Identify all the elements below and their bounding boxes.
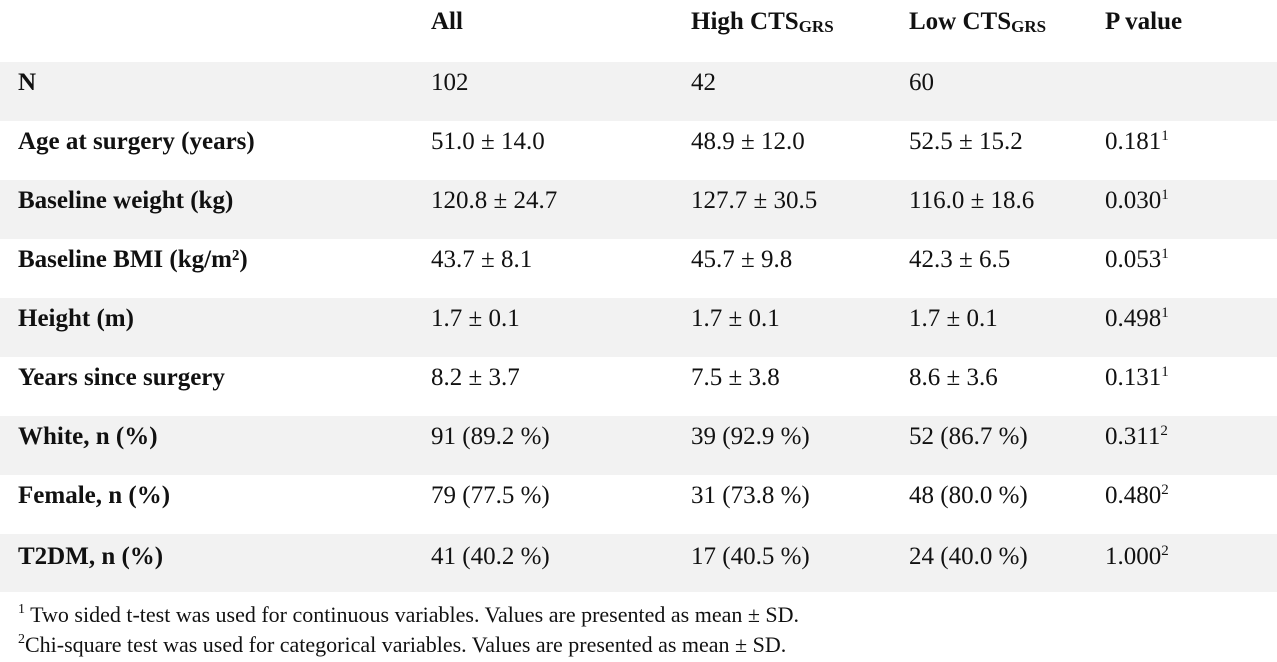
p-footnote-mark: 1 <box>1161 187 1169 203</box>
cell-low: 8.6 ± 3.6 <box>909 364 998 391</box>
cell-p-value: 0.0531 <box>1105 246 1169 273</box>
cell-low: 42.3 ± 6.5 <box>909 246 1011 273</box>
p-value: 0.480 <box>1105 482 1162 509</box>
p-footnote-mark: 2 <box>1160 423 1168 439</box>
row-label: Baseline BMI (kg/m²) <box>18 246 248 273</box>
p-value: 0.030 <box>1105 187 1162 214</box>
table-row: N 102 42 60 <box>0 62 1277 121</box>
p-footnote-mark: 1 <box>1161 128 1169 144</box>
row-label: Years since surgery <box>18 364 225 391</box>
table-row: Baseline BMI (kg/m²) 43.7 ± 8.1 45.7 ± 9… <box>0 239 1277 298</box>
cell-high: 42 <box>691 69 716 96</box>
cell-all: 51.0 ± 14.0 <box>431 128 545 155</box>
p-value: 0.498 <box>1105 305 1162 332</box>
table-row: White, n (%) 91 (89.2 %) 39 (92.9 %) 52 … <box>0 416 1277 475</box>
table-footnotes: 1 Two sided t-test was used for continuo… <box>18 600 799 660</box>
cell-low: 116.0 ± 18.6 <box>909 187 1035 214</box>
p-footnote-mark: 2 <box>1161 482 1169 498</box>
header-high-cts: High CTSGRS <box>691 9 834 35</box>
cell-high: 48.9 ± 12.0 <box>691 128 805 155</box>
row-label: Female, n (%) <box>18 482 171 509</box>
header-high-cts-main: High CTS <box>691 8 799 35</box>
cell-all: 79 (77.5 %) <box>431 482 550 509</box>
cell-low: 52.5 ± 15.2 <box>909 128 1023 155</box>
cell-low: 24 (40.0 %) <box>909 543 1028 570</box>
row-label: Height (m) <box>18 305 134 332</box>
cell-high: 7.5 ± 3.8 <box>691 364 780 391</box>
cell-low: 60 <box>909 69 934 96</box>
row-label: T2DM, n (%) <box>18 543 164 570</box>
cell-all: 8.2 ± 3.7 <box>431 364 520 391</box>
cell-p-value: 0.1811 <box>1105 128 1169 155</box>
p-value: 0.311 <box>1105 423 1161 450</box>
table-header-row: All High CTSGRS Low CTSGRS P value <box>0 0 1277 62</box>
cell-high: 39 (92.9 %) <box>691 423 810 450</box>
cell-all: 91 (89.2 %) <box>431 423 550 450</box>
cell-high: 31 (73.8 %) <box>691 482 810 509</box>
header-all: All <box>431 8 463 35</box>
p-footnote-mark: 1 <box>1161 246 1169 262</box>
table-row: Female, n (%) 79 (77.5 %) 31 (73.8 %) 48… <box>0 475 1277 534</box>
cell-p-value: 0.0301 <box>1105 187 1169 214</box>
cell-high: 127.7 ± 30.5 <box>691 187 818 214</box>
cell-p-value: 0.4981 <box>1105 305 1169 332</box>
cell-p-value: 0.3112 <box>1105 423 1168 450</box>
cell-all: 43.7 ± 8.1 <box>431 246 533 273</box>
row-label: N <box>18 69 37 96</box>
cell-p-value: 0.1311 <box>1105 364 1169 391</box>
p-value: 0.181 <box>1105 128 1162 155</box>
row-label: White, n (%) <box>18 423 158 450</box>
row-label: Baseline weight (kg) <box>18 187 234 214</box>
table-row: Age at surgery (years) 51.0 ± 14.0 48.9 … <box>0 121 1277 180</box>
header-low-cts-main: Low CTS <box>909 8 1012 35</box>
cell-all: 120.8 ± 24.7 <box>431 187 558 214</box>
p-footnote-mark: 1 <box>1161 364 1169 380</box>
header-p-value: P value <box>1105 8 1183 35</box>
table-row: Height (m) 1.7 ± 0.1 1.7 ± 0.1 1.7 ± 0.1… <box>0 298 1277 357</box>
p-value: 1.000 <box>1105 543 1162 570</box>
footnote-2-text: Chi-square test was used for categorical… <box>25 632 787 657</box>
characteristics-table: All High CTSGRS Low CTSGRS P value N 102… <box>0 0 1277 592</box>
cell-high: 1.7 ± 0.1 <box>691 305 780 332</box>
cell-all: 41 (40.2 %) <box>431 543 550 570</box>
cell-high: 17 (40.5 %) <box>691 543 810 570</box>
cell-p-value: 1.0002 <box>1105 543 1169 570</box>
table-row: Years since surgery 8.2 ± 3.7 7.5 ± 3.8 … <box>0 357 1277 416</box>
footnote-1: 1 Two sided t-test was used for continuo… <box>18 600 799 630</box>
footnote-2-mark: 2 <box>18 632 25 647</box>
p-footnote-mark: 2 <box>1161 543 1169 559</box>
table-row: T2DM, n (%) 41 (40.2 %) 17 (40.5 %) 24 (… <box>0 534 1277 592</box>
footnote-1-mark: 1 <box>18 602 25 617</box>
cell-p-value: 0.4802 <box>1105 482 1169 509</box>
cell-low: 1.7 ± 0.1 <box>909 305 998 332</box>
cell-all: 1.7 ± 0.1 <box>431 305 520 332</box>
footnote-1-text: Two sided t-test was used for continuous… <box>25 602 800 627</box>
table-row: Baseline weight (kg) 120.8 ± 24.7 127.7 … <box>0 180 1277 239</box>
header-high-cts-subscript: GRS <box>798 17 834 36</box>
p-value: 0.053 <box>1105 246 1162 273</box>
cell-low: 48 (80.0 %) <box>909 482 1028 509</box>
cell-low: 52 (86.7 %) <box>909 423 1028 450</box>
footnote-2: 2Chi-square test was used for categorica… <box>18 630 799 660</box>
cell-high: 45.7 ± 9.8 <box>691 246 793 273</box>
header-low-cts: Low CTSGRS <box>909 9 1046 35</box>
p-value: 0.131 <box>1105 364 1162 391</box>
row-label: Age at surgery (years) <box>18 128 255 155</box>
cell-all: 102 <box>431 69 469 96</box>
p-footnote-mark: 1 <box>1161 305 1169 321</box>
header-low-cts-subscript: GRS <box>1011 17 1047 36</box>
